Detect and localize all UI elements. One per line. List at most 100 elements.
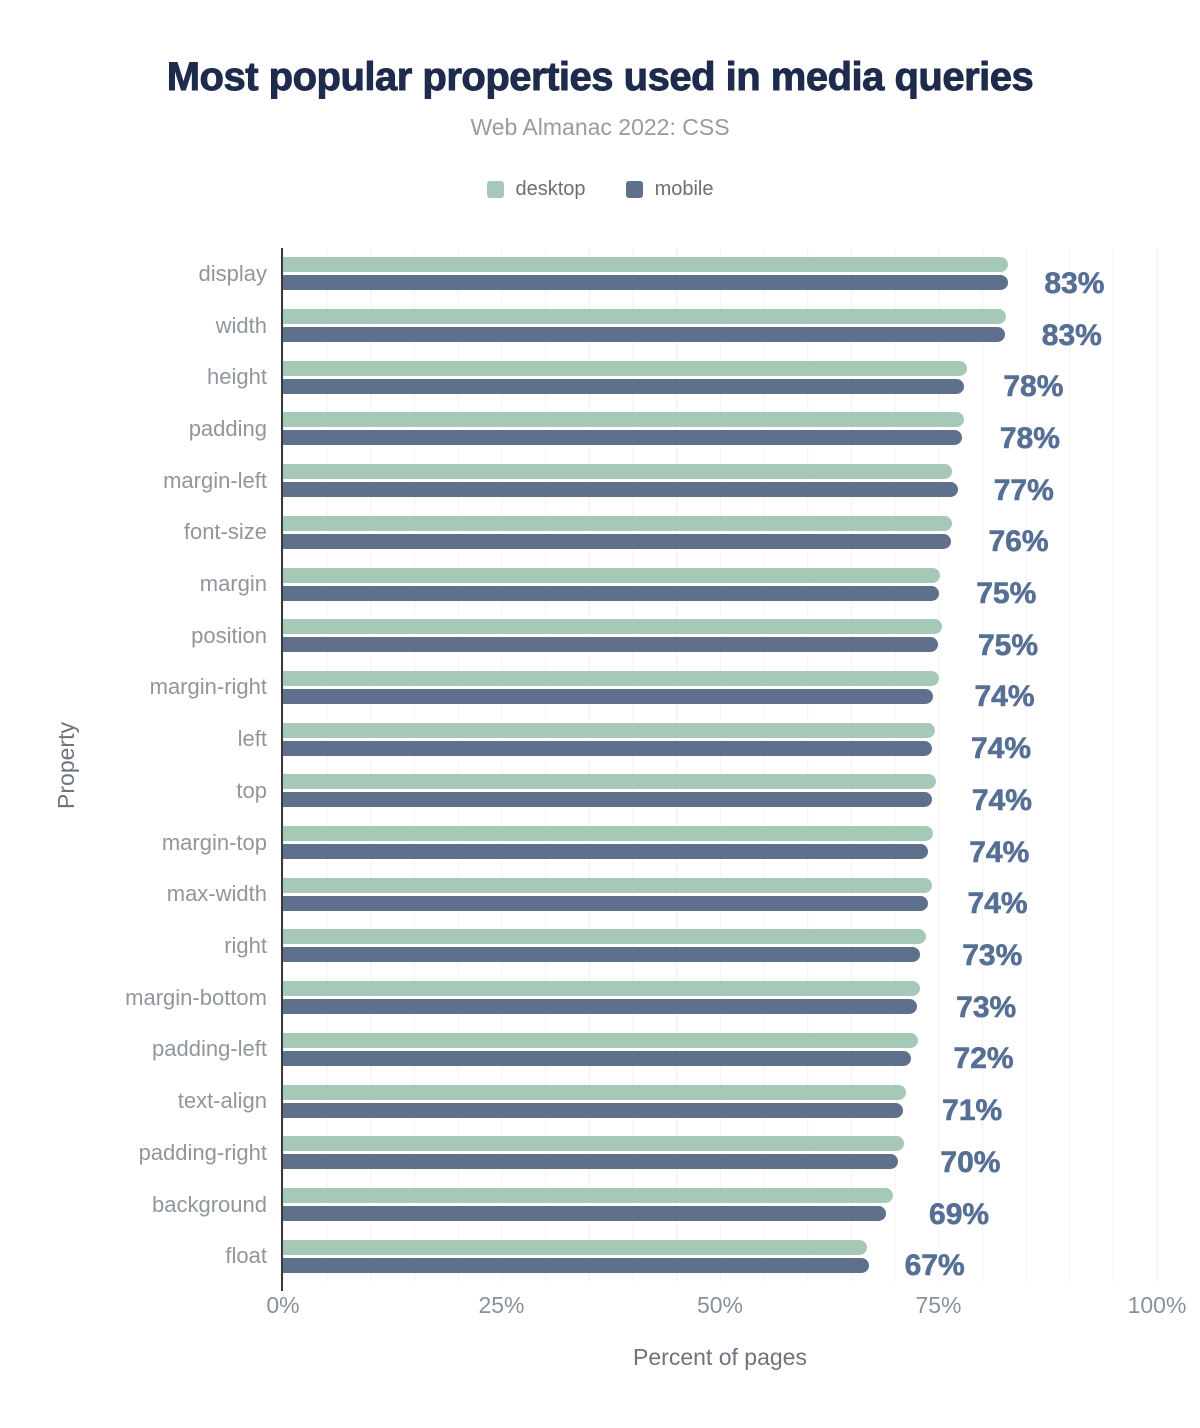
value-label: 74% [969, 835, 1030, 869]
bar-row: display 83% [199, 248, 1157, 301]
bar-row: padding 78% [189, 403, 1157, 456]
category-label: padding [188, 415, 267, 441]
x-tick-label: 100% [1127, 1292, 1187, 1318]
value-label: 77% [993, 473, 1054, 507]
legend: desktop mobile [0, 178, 1200, 201]
mobile-bar [283, 895, 928, 911]
desktop-bar [283, 412, 964, 428]
value-label: 75% [976, 577, 1037, 611]
category-label: position [191, 622, 267, 648]
desktop-bar [283, 1084, 907, 1100]
mobile-bar [283, 999, 917, 1015]
desktop-bar [283, 1188, 894, 1203]
category-label: padding-right [138, 1139, 267, 1165]
legend-label-desktop: desktop [515, 178, 586, 200]
value-label: 73% [956, 990, 1017, 1024]
mobile-bar [283, 792, 932, 808]
x-tick-label: 50% [696, 1292, 744, 1318]
mobile-bar [283, 1257, 869, 1273]
category-label: margin-left [163, 467, 267, 493]
category-label: float [225, 1243, 267, 1269]
bar-row: margin-left 77% [163, 455, 1157, 507]
bar-row: float 67% [225, 1230, 1157, 1283]
desktop-bar [283, 1136, 905, 1152]
mobile-bar [283, 533, 951, 549]
desktop-bar [283, 257, 1008, 273]
category-label: max-width [166, 881, 267, 907]
mobile-bar [283, 947, 921, 963]
category-label: width [215, 312, 267, 338]
mobile-bar [283, 1050, 912, 1066]
mobile-bar [283, 275, 1009, 291]
value-label: 75% [977, 628, 1039, 662]
desktop-bar [283, 981, 921, 997]
value-label: 67% [904, 1249, 965, 1283]
mobile-bar [283, 844, 928, 860]
category-label: margin-bottom [125, 984, 267, 1010]
bar-row: max-width 74% [167, 868, 1157, 921]
desktop-bar [283, 619, 942, 635]
bar-row: font-size 76% [184, 507, 1157, 559]
bar-row: margin-bottom 73% [125, 972, 1157, 1024]
value-label: 70% [940, 1145, 1001, 1179]
desktop-swatch-icon [486, 181, 504, 198]
legend-item-mobile: mobile [625, 178, 713, 201]
desktop-bar [283, 464, 953, 480]
mobile-bar [283, 688, 934, 704]
value-label: 78% [999, 421, 1061, 456]
category-label: background [152, 1191, 267, 1217]
mobile-bar [283, 482, 958, 498]
mobile-bar [283, 327, 1005, 343]
desktop-bar [283, 826, 934, 842]
category-label: text-align [177, 1088, 267, 1114]
value-label: 74% [971, 732, 1032, 766]
plot-area: display 83% width 83% height 78% padding 78% mar… [125, 248, 1158, 1291]
desktop-bar [283, 877, 932, 893]
value-label: 83% [1044, 266, 1105, 301]
desktop-bar [283, 670, 939, 686]
chart-subtitle: Web Almanac 2022: CSS [470, 114, 730, 140]
category-label: top [236, 777, 267, 803]
mobile-bar [283, 637, 938, 653]
category-label: margin [199, 571, 267, 597]
category-label: padding-left [152, 1036, 267, 1062]
mobile-bar [283, 1206, 887, 1221]
value-label: 74% [974, 680, 1035, 714]
legend-item-desktop: desktop [486, 178, 586, 201]
category-label: display [198, 260, 267, 286]
desktop-bar [283, 515, 953, 531]
x-tick-label: 0% [266, 1292, 300, 1318]
bars-area: display 83% width 83% height 78% padding 78% mar… [125, 248, 1157, 1283]
value-label: 76% [988, 525, 1049, 559]
bar-row: left 74% [238, 713, 1157, 766]
value-label: 74% [971, 783, 1033, 818]
value-label: 71% [942, 1094, 1003, 1128]
value-label: 83% [1041, 318, 1102, 352]
desktop-bar [283, 360, 968, 376]
y-axis-title-text: Property [52, 721, 79, 809]
category-label: height [207, 364, 267, 390]
bar-row: background 69% [152, 1179, 1157, 1231]
bar-row: text-align 71% [178, 1075, 1157, 1128]
bar-row: position 75% [191, 610, 1157, 662]
x-axis-title: Percent of pages [633, 1344, 807, 1370]
category-label: margin-top [161, 829, 267, 855]
mobile-bar [283, 1102, 903, 1118]
mobile-bar [283, 740, 933, 756]
mobile-bar [283, 1154, 899, 1170]
mobile-bar [283, 430, 963, 446]
bar-row: margin 75% [200, 558, 1157, 611]
bar-row: right 73% [224, 920, 1157, 972]
value-label: 78% [1003, 370, 1064, 404]
desktop-bar [283, 774, 936, 790]
value-label: 69% [929, 1197, 990, 1231]
category-label: margin-right [149, 674, 267, 700]
category-label: font-size [183, 519, 267, 545]
bar-row: top 74% [236, 765, 1157, 818]
x-tick-label: 25% [478, 1292, 525, 1318]
mobile-bar [283, 585, 940, 601]
desktop-bar [283, 722, 935, 738]
desktop-bar [283, 929, 927, 945]
x-axis-ticks: 0% 25% 50% 75% 100% [266, 1292, 1186, 1322]
